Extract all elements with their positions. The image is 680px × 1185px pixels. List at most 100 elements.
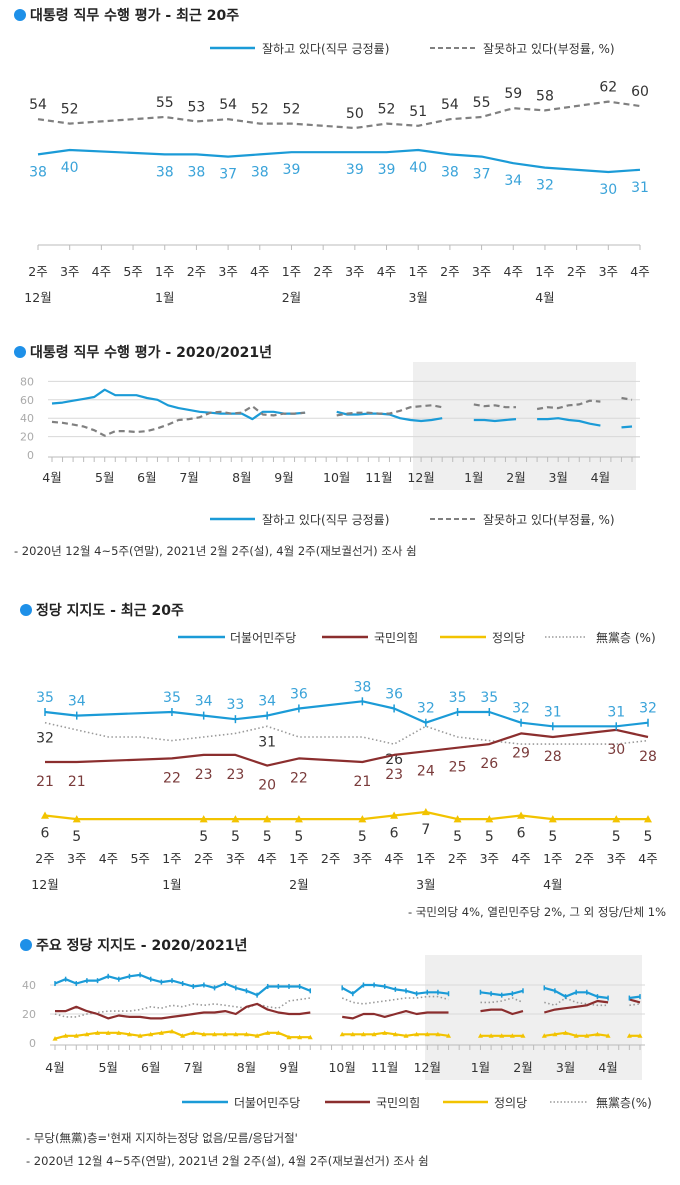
data-label: 29 xyxy=(512,745,530,761)
data-point-marker xyxy=(435,1031,441,1037)
legend-label-ppp: 국민의힘 xyxy=(374,631,418,645)
data-point-marker xyxy=(360,1031,366,1037)
month-label: 9월 xyxy=(274,470,293,485)
data-label: 52 xyxy=(251,102,269,118)
x-tick-label: 3주 xyxy=(67,851,86,866)
series-line xyxy=(44,700,649,728)
data-label: 25 xyxy=(449,760,467,776)
chart-title: 대통령 직무 수행 평가 - 2020/2021년 xyxy=(30,344,272,361)
data-point-marker xyxy=(116,1030,122,1035)
data-label: 22 xyxy=(290,770,308,786)
month-label: 2월 xyxy=(513,1060,532,1075)
y-tick-label: 40 xyxy=(20,412,34,425)
data-label: 35 xyxy=(480,690,498,706)
data-point-marker xyxy=(307,1034,313,1040)
x-tick-label: 4주 xyxy=(377,264,396,279)
legend-label-negative: 잘못하고 있다(부정률, %) xyxy=(483,513,615,527)
series-line xyxy=(629,995,641,1000)
data-point-marker xyxy=(626,1033,632,1038)
x-tick-label: 2주 xyxy=(35,851,54,866)
data-label: 6 xyxy=(41,826,50,842)
x-tick-label: 3주 xyxy=(353,851,372,866)
x-tick-label: 4주 xyxy=(257,851,276,866)
x-tick-label: 3주 xyxy=(599,264,618,279)
data-label: 24 xyxy=(417,763,435,779)
month-label: 7월 xyxy=(179,470,198,485)
month-label: 6월 xyxy=(137,470,156,485)
data-label: 38 xyxy=(29,164,47,180)
x-tick-label: 2주 xyxy=(575,851,594,866)
data-point-marker xyxy=(424,1031,430,1037)
month-label: 2월 xyxy=(506,470,525,485)
data-label: 35 xyxy=(449,690,467,706)
data-point-marker xyxy=(403,1033,409,1038)
data-point-marker xyxy=(339,1031,345,1037)
data-point-marker xyxy=(414,1031,420,1037)
data-label: 54 xyxy=(441,97,459,113)
month-label: 3월 xyxy=(416,877,435,892)
data-label: 39 xyxy=(283,162,301,178)
data-point-marker xyxy=(169,1028,175,1034)
month-label: 7월 xyxy=(184,1060,203,1075)
data-point-marker xyxy=(563,1030,569,1035)
series-line xyxy=(621,425,633,429)
x-tick-label: 3주 xyxy=(607,851,626,866)
data-point-marker xyxy=(637,1033,643,1038)
data-label: 6 xyxy=(517,826,526,842)
data-label: 28 xyxy=(639,749,657,765)
data-point-marker xyxy=(294,815,303,823)
month-label: 12월 xyxy=(414,1060,441,1075)
legend-label-justice: 정의당 xyxy=(492,631,525,645)
series-line xyxy=(480,1008,524,1016)
x-tick-label: 1주 xyxy=(408,264,427,279)
data-point-marker xyxy=(477,1033,483,1038)
x-tick-label: 1주 xyxy=(155,264,174,279)
data-point-marker xyxy=(63,1033,69,1038)
y-tick-label: 40 xyxy=(22,979,36,992)
legend: 더불어민주당 국민의힘 정의당 無黨층 (%) xyxy=(178,630,656,645)
x-tick-label: 5주 xyxy=(130,851,149,866)
data-point-marker xyxy=(231,815,240,823)
series-line xyxy=(55,1002,311,1020)
data-label: 39 xyxy=(378,162,396,178)
month-label: 8월 xyxy=(237,1060,256,1075)
data-label: 20 xyxy=(258,778,276,794)
data-point-marker xyxy=(233,1031,239,1037)
chart-approval-2020-2021: 대통령 직무 수행 평가 - 2020/2021년 80 60 40 20 0 4월 5월 6… xyxy=(14,344,640,558)
chart-note: - 2020년 12월 4~5주(연말), 2021년 2월 2주(설), 4월… xyxy=(14,544,417,558)
data-label: 31 xyxy=(258,734,276,750)
x-tick-label: 1주 xyxy=(289,851,308,866)
x-tick-label: 1주 xyxy=(416,851,435,866)
data-point-marker xyxy=(148,1031,154,1037)
data-label: 5 xyxy=(485,829,494,845)
x-tick-label: 3주 xyxy=(226,851,245,866)
series-line xyxy=(629,998,641,1004)
y-tick-label: 80 xyxy=(20,375,34,388)
month-label: 11월 xyxy=(371,1060,398,1075)
data-label: 60 xyxy=(631,84,649,100)
month-label: 4월 xyxy=(45,1060,64,1075)
x-tick-label: 4주 xyxy=(511,851,530,866)
data-point-marker xyxy=(190,1030,196,1035)
data-point-marker xyxy=(350,1031,356,1037)
data-point-marker xyxy=(243,1031,249,1037)
data-point-marker xyxy=(453,815,462,823)
y-tick-label: 60 xyxy=(20,394,34,407)
data-point-marker xyxy=(126,1031,132,1037)
data-label: 23 xyxy=(385,767,403,783)
chart-approval-20-weeks: 대통령 직무 수행 평가 - 최근 20주 잘하고 있다(직무 긍정률) 잘못하… xyxy=(14,7,650,305)
data-label: 21 xyxy=(353,774,371,790)
legend-label-democratic: 더불어민주당 xyxy=(230,631,296,645)
y-tick-label: 0 xyxy=(27,449,34,462)
data-label: 55 xyxy=(473,95,491,111)
data-label: 37 xyxy=(219,167,237,183)
data-label: 23 xyxy=(195,767,213,783)
data-label: 5 xyxy=(263,829,272,845)
legend-label-positive: 잘하고 있다(직무 긍정률) xyxy=(262,513,389,527)
x-tick-label: 4주 xyxy=(630,264,649,279)
series-line xyxy=(51,388,306,421)
x-tick-label: 2주 xyxy=(194,851,213,866)
legend-label-independent: 無黨층(%) xyxy=(596,1095,652,1110)
data-point-marker xyxy=(548,815,557,823)
